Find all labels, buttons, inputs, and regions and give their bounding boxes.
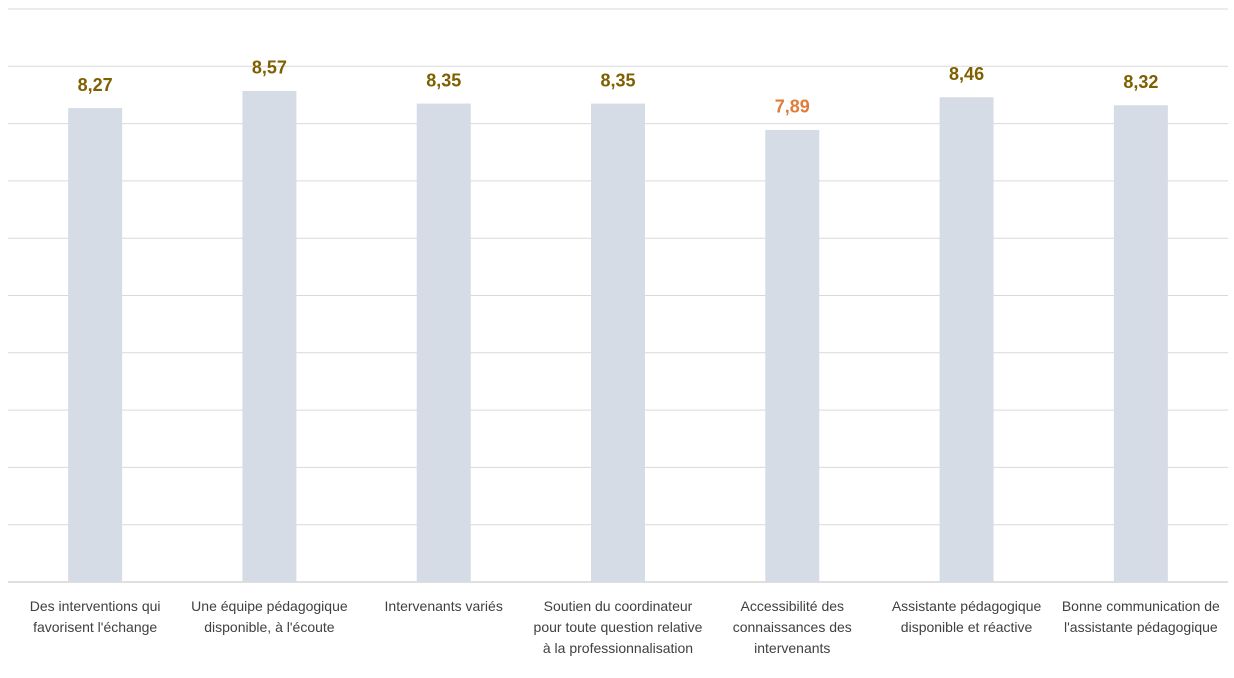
bar xyxy=(765,129,820,582)
x-tick-label: Soutien du coordinateur pour toute quest… xyxy=(533,598,703,656)
bar xyxy=(1113,105,1168,582)
data-label: 7,89 xyxy=(775,97,810,117)
x-tick-label: Des interventions qui favorisent l'échan… xyxy=(29,598,161,635)
data-label: 8,46 xyxy=(949,64,984,84)
x-tick-label: Intervenants variés xyxy=(384,598,503,614)
data-label: 8,35 xyxy=(600,70,635,90)
x-tick-label: Une équipe pédagogique disponible, à l'é… xyxy=(191,598,348,635)
data-label: 8,27 xyxy=(78,75,113,95)
data-label: 8,57 xyxy=(252,58,287,78)
data-label: 8,35 xyxy=(426,70,461,90)
x-tick-label: Assistante pédagogique disponible et réa… xyxy=(891,598,1042,635)
bar xyxy=(416,103,471,583)
bar xyxy=(591,103,645,583)
bar xyxy=(939,97,994,582)
bar xyxy=(68,108,123,582)
bar xyxy=(242,90,297,583)
data-label: 8,32 xyxy=(1123,72,1158,92)
x-tick-label: Bonne communication de l'assistante péda… xyxy=(1061,598,1220,635)
x-tick-label: Accessibilité des connaissances des inte… xyxy=(732,598,852,656)
